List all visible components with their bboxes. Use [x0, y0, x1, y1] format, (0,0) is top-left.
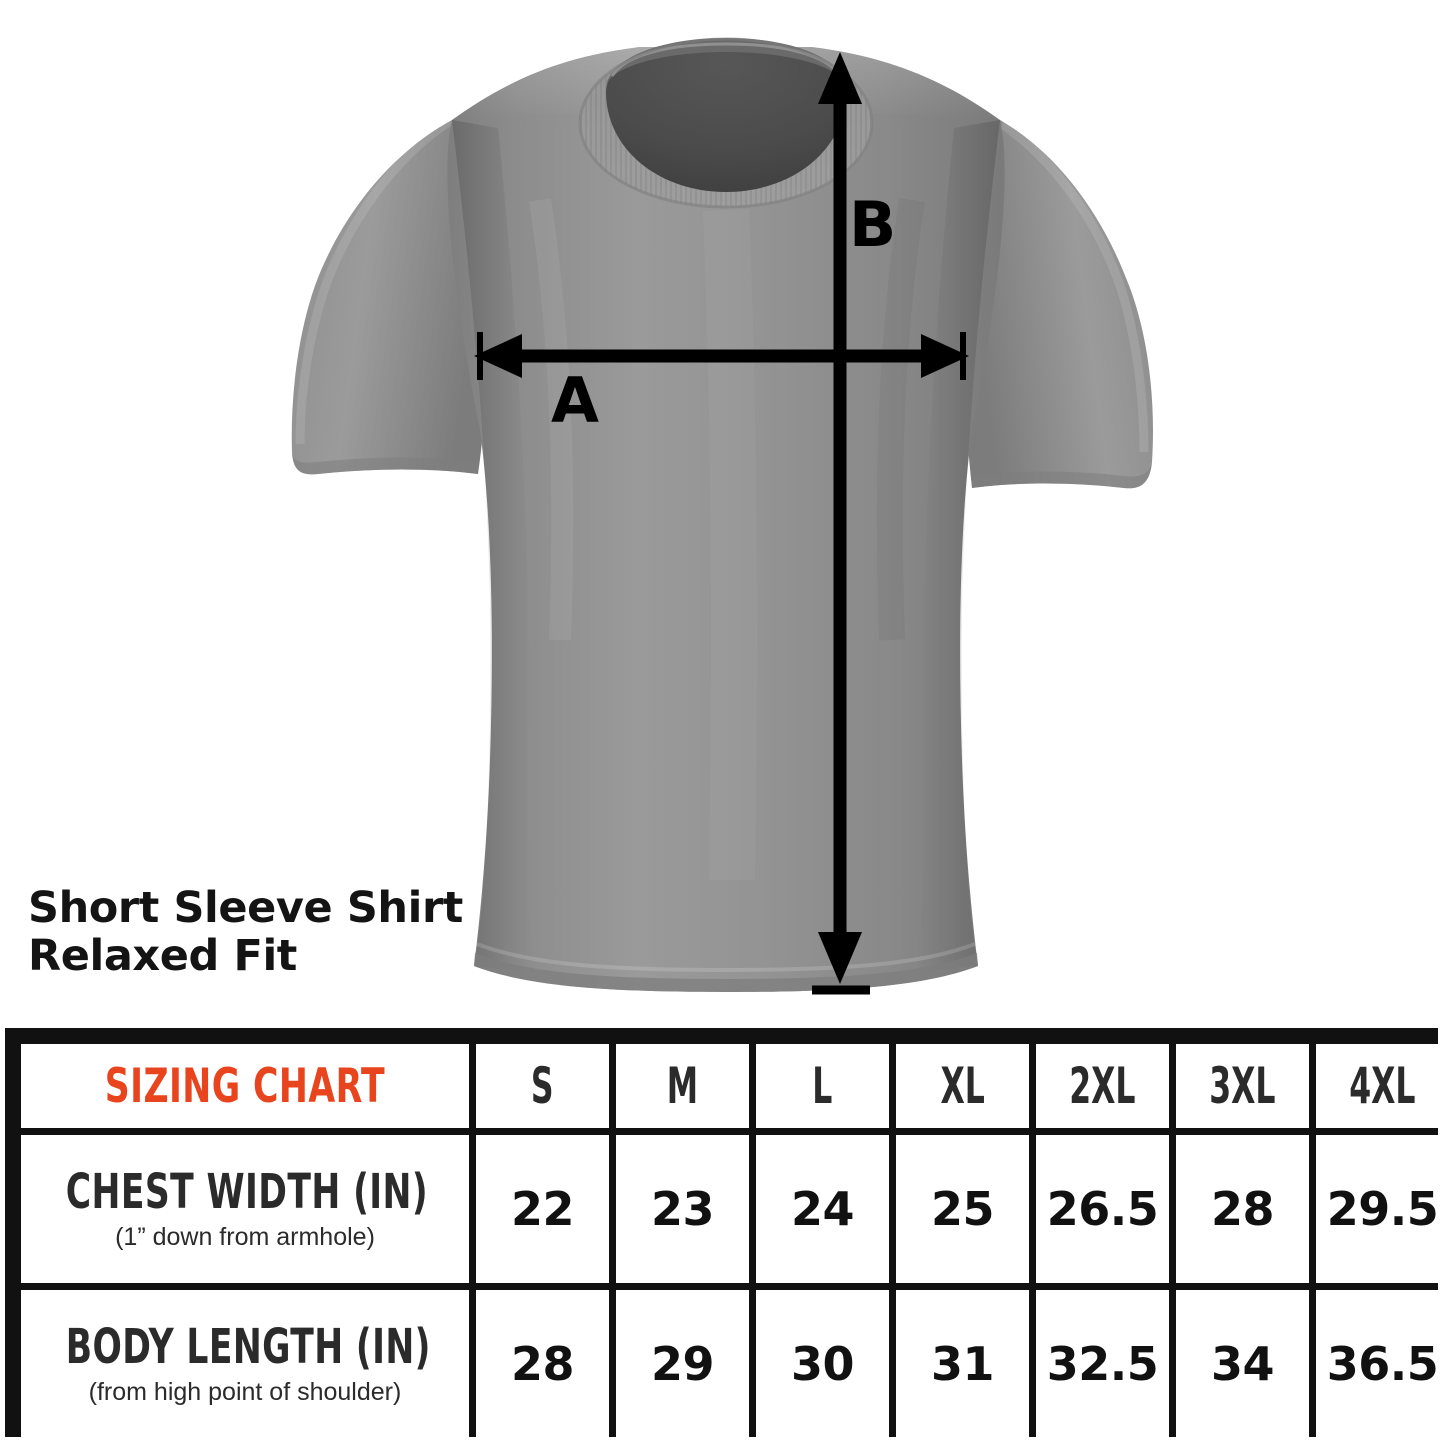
size-header-2xl: 2XL [1036, 1044, 1169, 1128]
size-header-s: S [476, 1044, 609, 1128]
size-label: M [666, 1057, 699, 1115]
sizing-chart-title-cell: SIZING CHART [21, 1044, 469, 1128]
cell-chest-3xl: 28 [1176, 1135, 1309, 1283]
sizing-chart-title: SIZING CHART [104, 1058, 386, 1114]
product-name-line1: Short Sleeve Shirt [28, 883, 463, 933]
row-label-sub: (1” down from armhole) [115, 1223, 375, 1251]
cell-value: 29.5 [1326, 1182, 1439, 1236]
chest-width-arrow [474, 332, 969, 380]
size-header-3xl: 3XL [1176, 1044, 1309, 1128]
cell-chest-m: 23 [616, 1135, 749, 1283]
cell-length-3xl: 34 [1176, 1290, 1309, 1438]
collar [578, 37, 874, 209]
shirt-illustration: A B [291, 37, 1153, 995]
cell-chest-s: 22 [476, 1135, 609, 1283]
cell-chest-4xl: 29.5 [1316, 1135, 1445, 1283]
cell-chest-2xl: 26.5 [1036, 1135, 1169, 1283]
cell-value: 26.5 [1046, 1182, 1159, 1236]
table-row-body-length: BODY LENGTH (IN) (from high point of sho… [21, 1290, 1445, 1438]
row-label-main: BODY LENGTH (IN) [65, 1319, 431, 1375]
left-sleeve [291, 116, 490, 475]
cell-length-4xl: 36.5 [1316, 1290, 1445, 1438]
cell-chest-xl: 25 [896, 1135, 1029, 1283]
cell-value: 25 [930, 1182, 995, 1236]
size-header-4xl: 4XL [1316, 1044, 1445, 1128]
body-length-arrow [812, 52, 870, 995]
cell-length-s: 28 [476, 1290, 609, 1438]
measurement-letter-b: B [849, 188, 897, 261]
cell-value: 32.5 [1046, 1337, 1159, 1391]
cell-length-l: 30 [756, 1290, 889, 1438]
right-sleeve [962, 120, 1153, 489]
product-name-label: Short Sleeve Shirt Relaxed Fit [28, 884, 468, 980]
size-label: 3XL [1209, 1057, 1276, 1115]
size-label: XL [940, 1057, 985, 1115]
sizing-chart-table: SIZING CHART S M L XL 2XL [5, 1028, 1445, 1438]
table-row-chest-width: CHEST WIDTH (IN) (1” down from armhole) … [21, 1135, 1445, 1283]
bottom-hem [474, 942, 978, 992]
cell-length-2xl: 32.5 [1036, 1290, 1169, 1438]
size-label: L [812, 1057, 833, 1115]
row-label-chest-width: CHEST WIDTH (IN) (1” down from armhole) [21, 1135, 469, 1283]
cell-value: 30 [790, 1337, 855, 1391]
size-header-m: M [616, 1044, 749, 1128]
cell-value: 34 [1210, 1337, 1275, 1391]
row-label-body-length: BODY LENGTH (IN) (from high point of sho… [21, 1290, 469, 1438]
cell-length-m: 29 [616, 1290, 749, 1438]
cell-value: 28 [510, 1337, 575, 1391]
cell-value: 29 [650, 1337, 715, 1391]
cell-value: 22 [510, 1182, 575, 1236]
cell-value: 23 [650, 1182, 715, 1236]
size-label: 2XL [1069, 1057, 1136, 1115]
size-header-xl: XL [896, 1044, 1029, 1128]
cell-value: 24 [790, 1182, 855, 1236]
cell-value: 28 [1210, 1182, 1275, 1236]
row-label-main: CHEST WIDTH (IN) [65, 1164, 429, 1220]
row-label-sub: (from high point of shoulder) [88, 1378, 402, 1406]
shirt-body [447, 47, 1005, 992]
size-label: S [531, 1057, 554, 1115]
size-label: 4XL [1349, 1057, 1416, 1115]
product-fit-line2: Relaxed Fit [28, 931, 297, 982]
cell-value: 36.5 [1326, 1337, 1439, 1391]
cell-length-xl: 31 [896, 1290, 1029, 1438]
size-header-l: L [756, 1044, 889, 1128]
cell-value: 31 [930, 1337, 995, 1391]
measurement-letter-a: A [551, 364, 599, 437]
cell-chest-l: 24 [756, 1135, 889, 1283]
table-header-row: SIZING CHART S M L XL 2XL [21, 1044, 1445, 1128]
